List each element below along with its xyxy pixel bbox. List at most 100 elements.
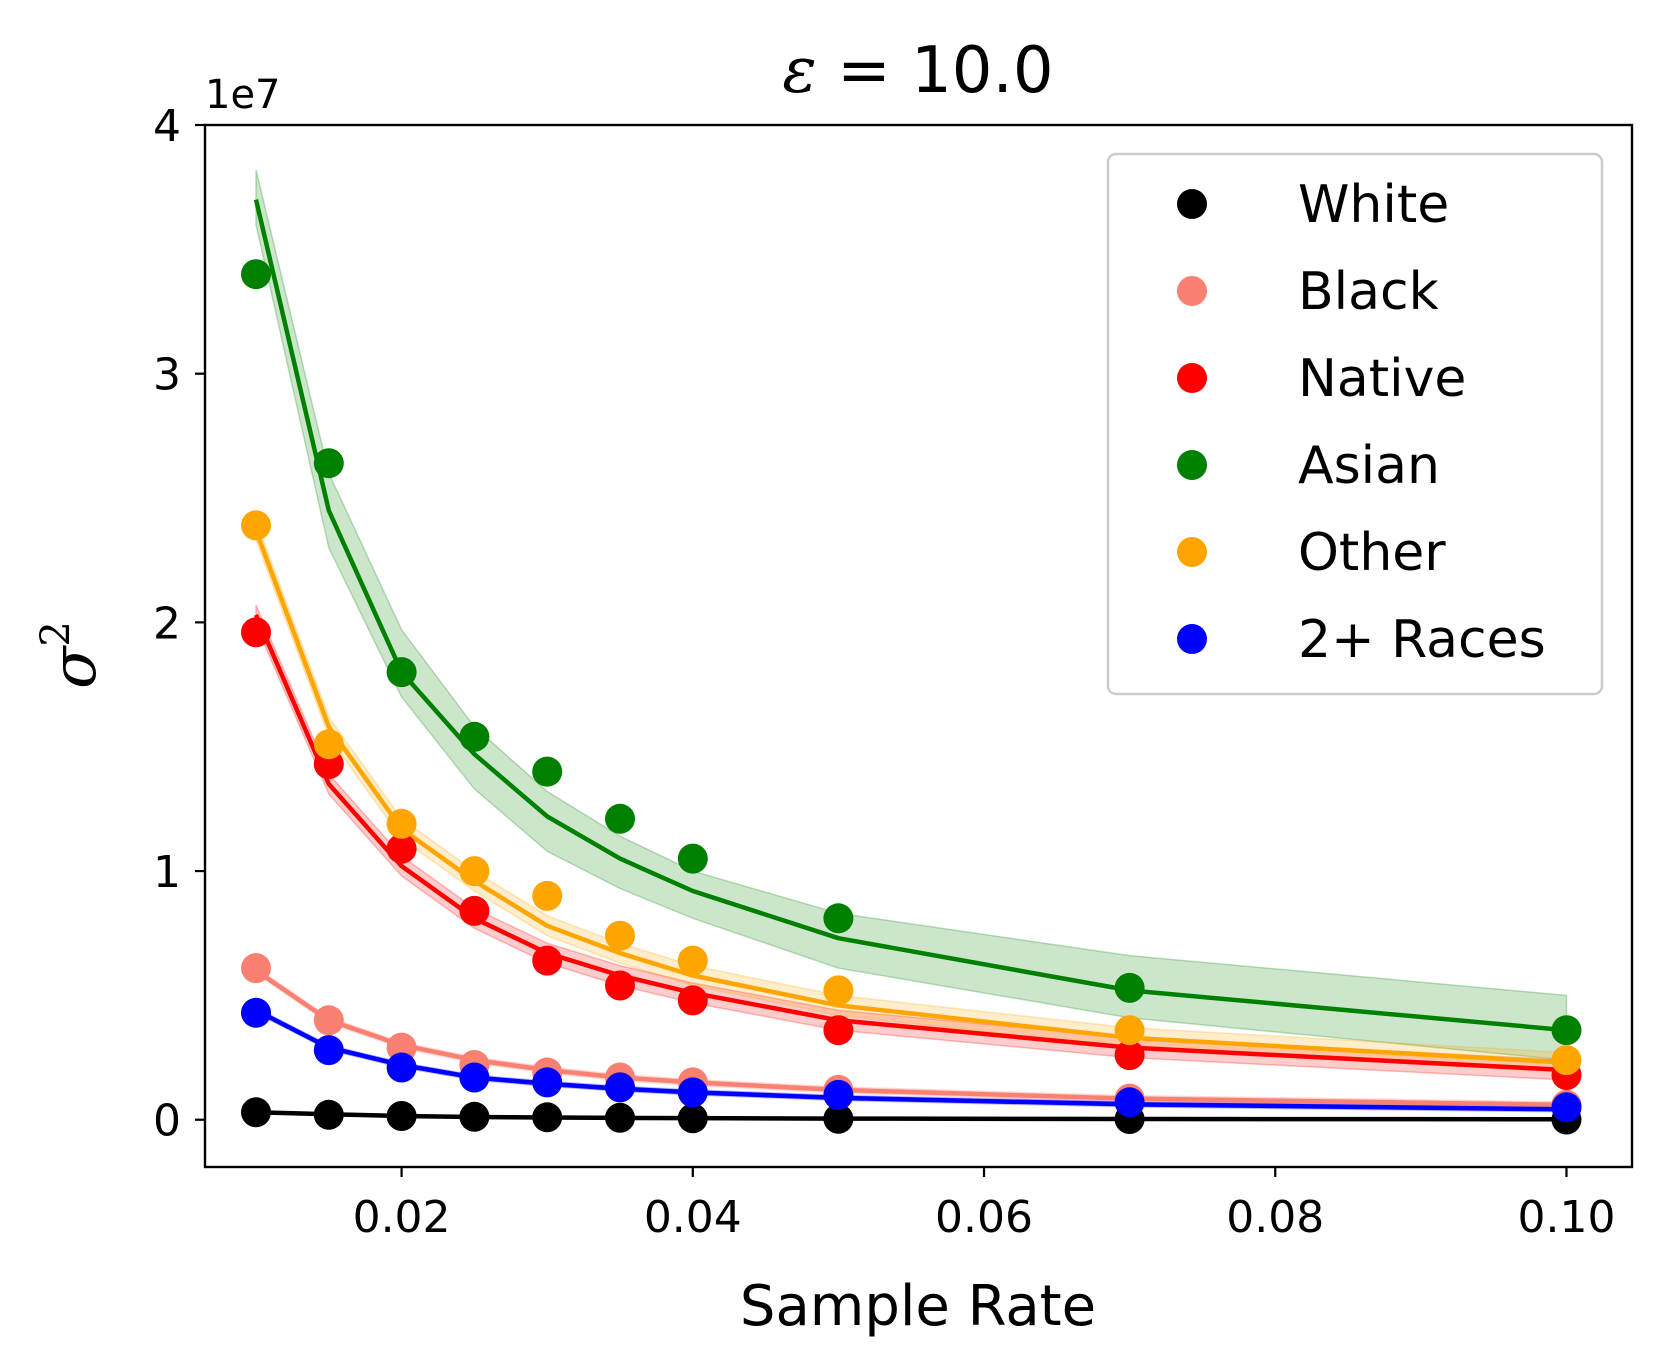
legend: White Black Native Asian Other 2+ Races [1106,152,1604,696]
point-asian [313,448,344,479]
point-other [1114,1015,1145,1046]
legend-label-native: Native [1298,349,1466,409]
point-asian [605,803,635,834]
point-native [459,895,490,926]
legend-marker-black [1177,276,1207,306]
point-other [459,856,490,887]
point-native [532,945,563,976]
legend-label-asian: Asian [1298,436,1440,496]
legend-marker-white [1177,189,1207,219]
legend-item-white: White [1177,175,1449,235]
points-other [241,510,1582,1076]
point-asian [677,843,708,874]
point-white [605,1102,635,1133]
y-axis-label-sup: 2 [33,621,79,646]
series-lines [253,199,1567,1122]
axes: 0.02 0.04 0.06 0.08 0.10 0 1 2 3 4 [153,101,1634,1243]
legend-item-other: Other [1177,523,1446,583]
point-white [386,1101,417,1131]
point-white [532,1102,563,1133]
points-native [241,617,1582,1090]
point-black [313,1005,344,1036]
point-native [823,1015,854,1046]
line-black [254,968,1567,1108]
point-asian [241,259,271,290]
line-other [253,529,1567,1065]
point-white [313,1099,344,1130]
point-other [241,510,271,541]
legend-label-white: White [1298,175,1449,235]
series-asian [253,199,1567,1033]
x-tick-label: 0.04 [644,1192,742,1243]
line-white [255,1110,1567,1122]
point-native [1114,1040,1145,1071]
legend-box [1106,152,1604,696]
x-tick-label: 0.06 [935,1192,1033,1243]
x-tick-label: 0.08 [1226,1192,1324,1243]
point-asian [386,657,417,688]
point-2-races [823,1079,854,1110]
legend-marker-other [1177,537,1207,567]
x-tick-label: 0.02 [353,1192,451,1243]
legend-item-2-races: 2+ Races [1177,610,1546,670]
point-2-races [241,997,271,1028]
point-2-races [532,1067,563,1098]
point-2-races [386,1052,417,1083]
plot-frame [203,123,1634,1169]
line-native [253,614,1567,1073]
series-2-races [254,1008,1567,1112]
point-2-races [313,1035,344,1066]
point-2-races [605,1072,635,1103]
point-black [241,953,271,984]
y-tick-label: 2 [153,598,181,649]
x-tick-label: 0.10 [1517,1192,1615,1243]
point-2-races [1551,1092,1582,1123]
point-2-races [677,1077,708,1108]
point-other [677,945,708,976]
legend-marker-native [1177,363,1207,393]
point-asian [1114,972,1145,1003]
title-epsilon: ε [782,34,816,108]
legend-label-black: Black [1298,262,1439,322]
series-white [255,1110,1567,1122]
chart-title: ε = 10.0 [782,34,1053,108]
y-axis-label: σ2 [33,621,110,689]
y-axis-label-base: σ [37,645,110,689]
point-other [1551,1045,1582,1076]
legend-marker-2-races [1177,624,1207,654]
y-tick-label: 4 [153,101,181,152]
point-asian [823,903,854,934]
y-tick-label: 3 [153,350,181,401]
legend-item-native: Native [1177,349,1466,409]
point-other [386,808,417,839]
y-tick-label: 0 [153,1096,181,1147]
point-white [677,1103,708,1134]
legend-marker-asian [1177,450,1207,480]
point-asian [459,721,490,752]
point-other [605,920,635,951]
x-axis-label: Sample Rate [740,1274,1096,1339]
series-black [254,968,1567,1108]
y-tick-label: 1 [153,847,181,898]
line-2-races [254,1008,1567,1112]
point-other [313,729,344,760]
points-asian [241,259,1582,1046]
svg-text:σ2: σ2 [33,621,110,689]
title-value: = 10.0 [817,34,1054,108]
point-white [241,1097,271,1128]
point-asian [532,756,563,787]
point-other [823,975,854,1006]
legend-label-2-races: 2+ Races [1298,610,1546,670]
point-asian [1551,1015,1582,1046]
point-2-races [459,1062,490,1093]
legend-item-asian: Asian [1177,436,1440,496]
point-other [532,880,563,911]
points-2-races [241,997,1582,1123]
point-native [241,617,271,648]
series-points [241,259,1582,1135]
point-native [677,985,708,1016]
legend-label-other: Other [1298,523,1446,583]
series-other [253,529,1567,1065]
